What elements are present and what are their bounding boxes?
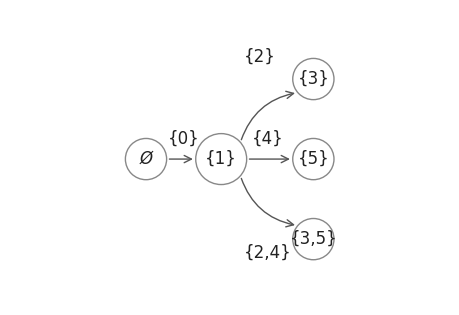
- Text: {3}: {3}: [297, 70, 329, 88]
- Text: {1}: {1}: [205, 150, 237, 168]
- Text: {3,5}: {3,5}: [289, 230, 336, 248]
- Text: {0}: {0}: [168, 130, 199, 148]
- Text: {5}: {5}: [297, 150, 329, 168]
- FancyArrowPatch shape: [241, 91, 293, 140]
- Circle shape: [292, 219, 333, 260]
- Circle shape: [292, 139, 333, 180]
- Text: {4}: {4}: [251, 130, 283, 148]
- Circle shape: [125, 139, 166, 180]
- Circle shape: [292, 58, 333, 100]
- Text: Ø: Ø: [139, 150, 152, 168]
- FancyArrowPatch shape: [241, 178, 293, 227]
- Text: {2,4}: {2,4}: [243, 244, 291, 262]
- Circle shape: [195, 134, 246, 185]
- Text: {2}: {2}: [244, 48, 275, 66]
